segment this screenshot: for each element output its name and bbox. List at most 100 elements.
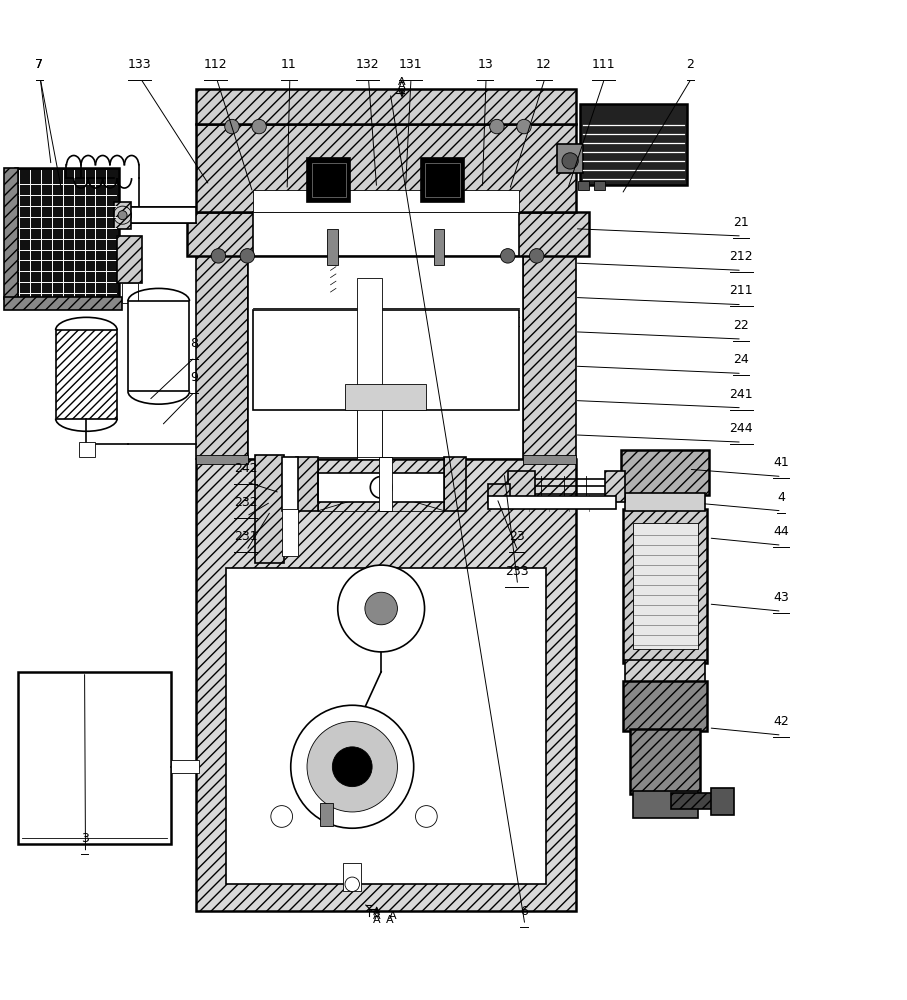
Bar [356, 278, 382, 459]
Text: 24: 24 [733, 353, 749, 366]
Bar [632, 791, 697, 818]
Bar [187, 212, 590, 256]
Bar [128, 301, 190, 391]
Text: 9: 9 [190, 371, 198, 384]
Circle shape [225, 119, 239, 134]
Text: A: A [386, 915, 394, 925]
Text: 212: 212 [729, 250, 753, 263]
Text: 132: 132 [356, 58, 379, 71]
Text: 12: 12 [536, 58, 551, 71]
Circle shape [337, 565, 424, 652]
Bar [5, 168, 17, 299]
Circle shape [517, 119, 532, 134]
Bar [421, 158, 464, 202]
Text: 231: 231 [234, 530, 258, 543]
Bar [196, 459, 576, 911]
Bar [55, 330, 117, 419]
Bar [434, 229, 444, 265]
Bar [5, 297, 122, 310]
Bar [249, 256, 523, 459]
Bar [297, 457, 317, 511]
Bar [629, 729, 700, 794]
Text: A: A [373, 911, 380, 921]
Bar [579, 181, 590, 190]
Text: 233: 233 [505, 565, 529, 578]
Circle shape [118, 211, 127, 220]
Text: 23: 23 [509, 530, 524, 543]
Bar [196, 89, 576, 124]
Bar [15, 168, 119, 299]
Bar [128, 207, 196, 223]
Text: A: A [373, 915, 380, 925]
Text: 211: 211 [729, 284, 753, 297]
Text: 4: 4 [777, 491, 785, 504]
Text: A: A [398, 77, 405, 87]
Bar [226, 568, 546, 884]
Bar [196, 124, 576, 212]
Bar [488, 496, 616, 509]
Text: 7: 7 [35, 58, 44, 71]
Circle shape [240, 249, 255, 263]
Bar [620, 450, 709, 495]
Bar [425, 163, 460, 197]
Bar [632, 523, 697, 649]
Bar [508, 471, 535, 502]
Text: 133: 133 [128, 58, 151, 71]
Circle shape [271, 806, 293, 827]
Bar [444, 457, 466, 511]
Circle shape [490, 119, 504, 134]
Bar [253, 212, 519, 256]
Bar [114, 202, 131, 229]
Bar [307, 158, 350, 202]
Bar [711, 788, 734, 815]
Bar [282, 457, 298, 511]
Circle shape [252, 119, 267, 134]
Bar [623, 681, 707, 731]
Text: 11: 11 [281, 58, 297, 71]
Text: A: A [398, 81, 405, 91]
Bar [625, 493, 705, 511]
Bar [196, 256, 249, 459]
Bar [319, 803, 333, 826]
Text: 13: 13 [477, 58, 493, 71]
Bar [605, 471, 625, 502]
Bar [523, 455, 576, 464]
Bar [558, 144, 583, 173]
Text: 7: 7 [35, 58, 44, 71]
Bar [343, 863, 361, 891]
Text: 232: 232 [234, 496, 258, 509]
Bar [253, 310, 519, 410]
Bar [317, 473, 444, 502]
Bar [255, 455, 284, 563]
Bar [317, 457, 444, 511]
Text: 41: 41 [773, 456, 789, 469]
Bar [379, 457, 392, 511]
Bar [17, 672, 171, 844]
Circle shape [415, 806, 437, 827]
Text: 44: 44 [773, 525, 789, 538]
Circle shape [345, 877, 359, 892]
Text: 21: 21 [733, 216, 749, 229]
Circle shape [291, 705, 414, 828]
Bar [670, 793, 720, 809]
Bar [580, 104, 687, 185]
Text: 42: 42 [773, 715, 789, 728]
Circle shape [501, 249, 515, 263]
Bar [79, 442, 95, 457]
Text: 131: 131 [398, 58, 422, 71]
Circle shape [365, 592, 397, 625]
Text: 244: 244 [729, 422, 753, 435]
Bar [253, 190, 519, 212]
Bar [327, 229, 337, 265]
Bar [594, 181, 604, 190]
Text: 111: 111 [591, 58, 616, 71]
Text: 112: 112 [204, 58, 228, 71]
Text: 241: 241 [729, 388, 753, 401]
Bar [117, 236, 142, 283]
Text: 43: 43 [773, 591, 789, 604]
Circle shape [211, 249, 226, 263]
Circle shape [562, 153, 579, 169]
Circle shape [307, 722, 397, 812]
Circle shape [370, 476, 392, 498]
Text: 242: 242 [234, 462, 258, 475]
